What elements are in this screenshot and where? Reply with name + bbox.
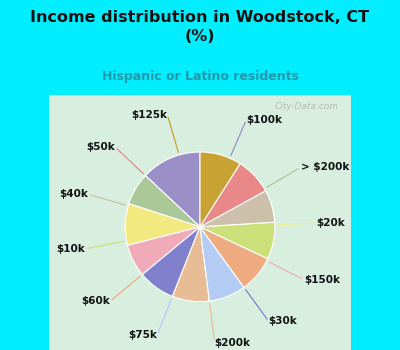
Wedge shape <box>200 227 268 287</box>
Wedge shape <box>200 152 240 227</box>
Text: Income distribution in Woodstock, CT
(%): Income distribution in Woodstock, CT (%) <box>30 10 370 44</box>
Text: $60k: $60k <box>81 296 110 306</box>
Text: $20k: $20k <box>317 218 346 228</box>
Wedge shape <box>200 227 244 301</box>
Text: $150k: $150k <box>304 275 340 285</box>
Text: Hispanic or Latino residents: Hispanic or Latino residents <box>102 70 298 83</box>
Text: $30k: $30k <box>269 316 298 326</box>
Wedge shape <box>146 152 200 227</box>
Text: $50k: $50k <box>86 142 115 152</box>
Text: $40k: $40k <box>59 189 88 199</box>
Wedge shape <box>129 176 200 227</box>
Text: $125k: $125k <box>132 110 168 120</box>
Text: > $200k: > $200k <box>300 162 349 172</box>
Wedge shape <box>128 227 200 274</box>
Text: $10k: $10k <box>56 244 85 254</box>
Text: $100k: $100k <box>246 114 282 125</box>
Text: City-Data.com: City-Data.com <box>274 102 338 111</box>
Wedge shape <box>142 227 200 296</box>
Wedge shape <box>200 164 266 227</box>
Text: $75k: $75k <box>128 330 157 341</box>
Text: $200k: $200k <box>215 338 251 348</box>
Wedge shape <box>125 204 200 245</box>
Wedge shape <box>172 227 209 302</box>
FancyBboxPatch shape <box>50 94 350 350</box>
Wedge shape <box>200 191 275 227</box>
Wedge shape <box>200 222 275 259</box>
